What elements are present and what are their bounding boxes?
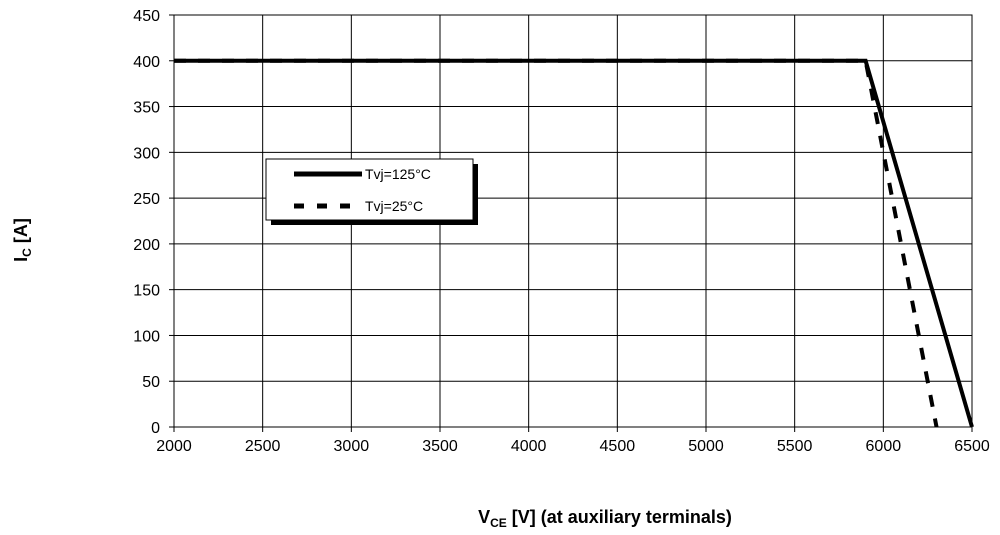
y-tick-label: 150 xyxy=(133,283,160,300)
x-tick-label: 3500 xyxy=(422,438,458,455)
x-tick-label: 5500 xyxy=(777,438,813,455)
x-axis-label: VCE [V] (at auxiliary terminals) xyxy=(478,507,732,530)
x-axis-ticks: 2000 2500 3000 3500 4000 4500 5000 5500 6000 6500 xyxy=(156,427,990,455)
legend-label-tvj25: Tvj=25°C xyxy=(365,198,423,214)
series-line-tvj125 xyxy=(174,58,974,428)
y-axis-label: IC [A] xyxy=(11,218,34,262)
x-tick-label: 3000 xyxy=(334,438,370,455)
series-line-tvj25 xyxy=(174,58,939,428)
y-tick-label: 350 xyxy=(133,100,160,117)
x-tick-label: 2000 xyxy=(156,438,192,455)
legend-label-tvj125: Tvj=125°C xyxy=(365,166,431,182)
x-tick-label: 2500 xyxy=(245,438,281,455)
y-tick-label: 450 xyxy=(133,8,160,25)
plot-area-frame xyxy=(173,14,973,428)
y-tick-label: 100 xyxy=(133,328,160,345)
x-tick-label: 6500 xyxy=(954,438,990,455)
x-tick-label: 6000 xyxy=(866,438,902,455)
y-tick-label: 300 xyxy=(133,145,160,162)
y-axis-ticks: 0 50 100 150 200 250 300 350 400 450 xyxy=(133,8,174,437)
x-tick-label: 4000 xyxy=(511,438,547,455)
series-lines xyxy=(174,58,974,428)
y-tick-label: 0 xyxy=(151,420,160,437)
x-tick-label: 5000 xyxy=(688,438,724,455)
y-tick-label: 250 xyxy=(133,191,160,208)
y-tick-label: 200 xyxy=(133,237,160,254)
y-tick-label: 400 xyxy=(133,54,160,71)
legend: Tvj=125°C Tvj=25°C xyxy=(265,158,478,225)
x-tick-label: 4500 xyxy=(600,438,636,455)
legend-box xyxy=(265,158,474,221)
y-tick-label: 50 xyxy=(142,374,160,391)
